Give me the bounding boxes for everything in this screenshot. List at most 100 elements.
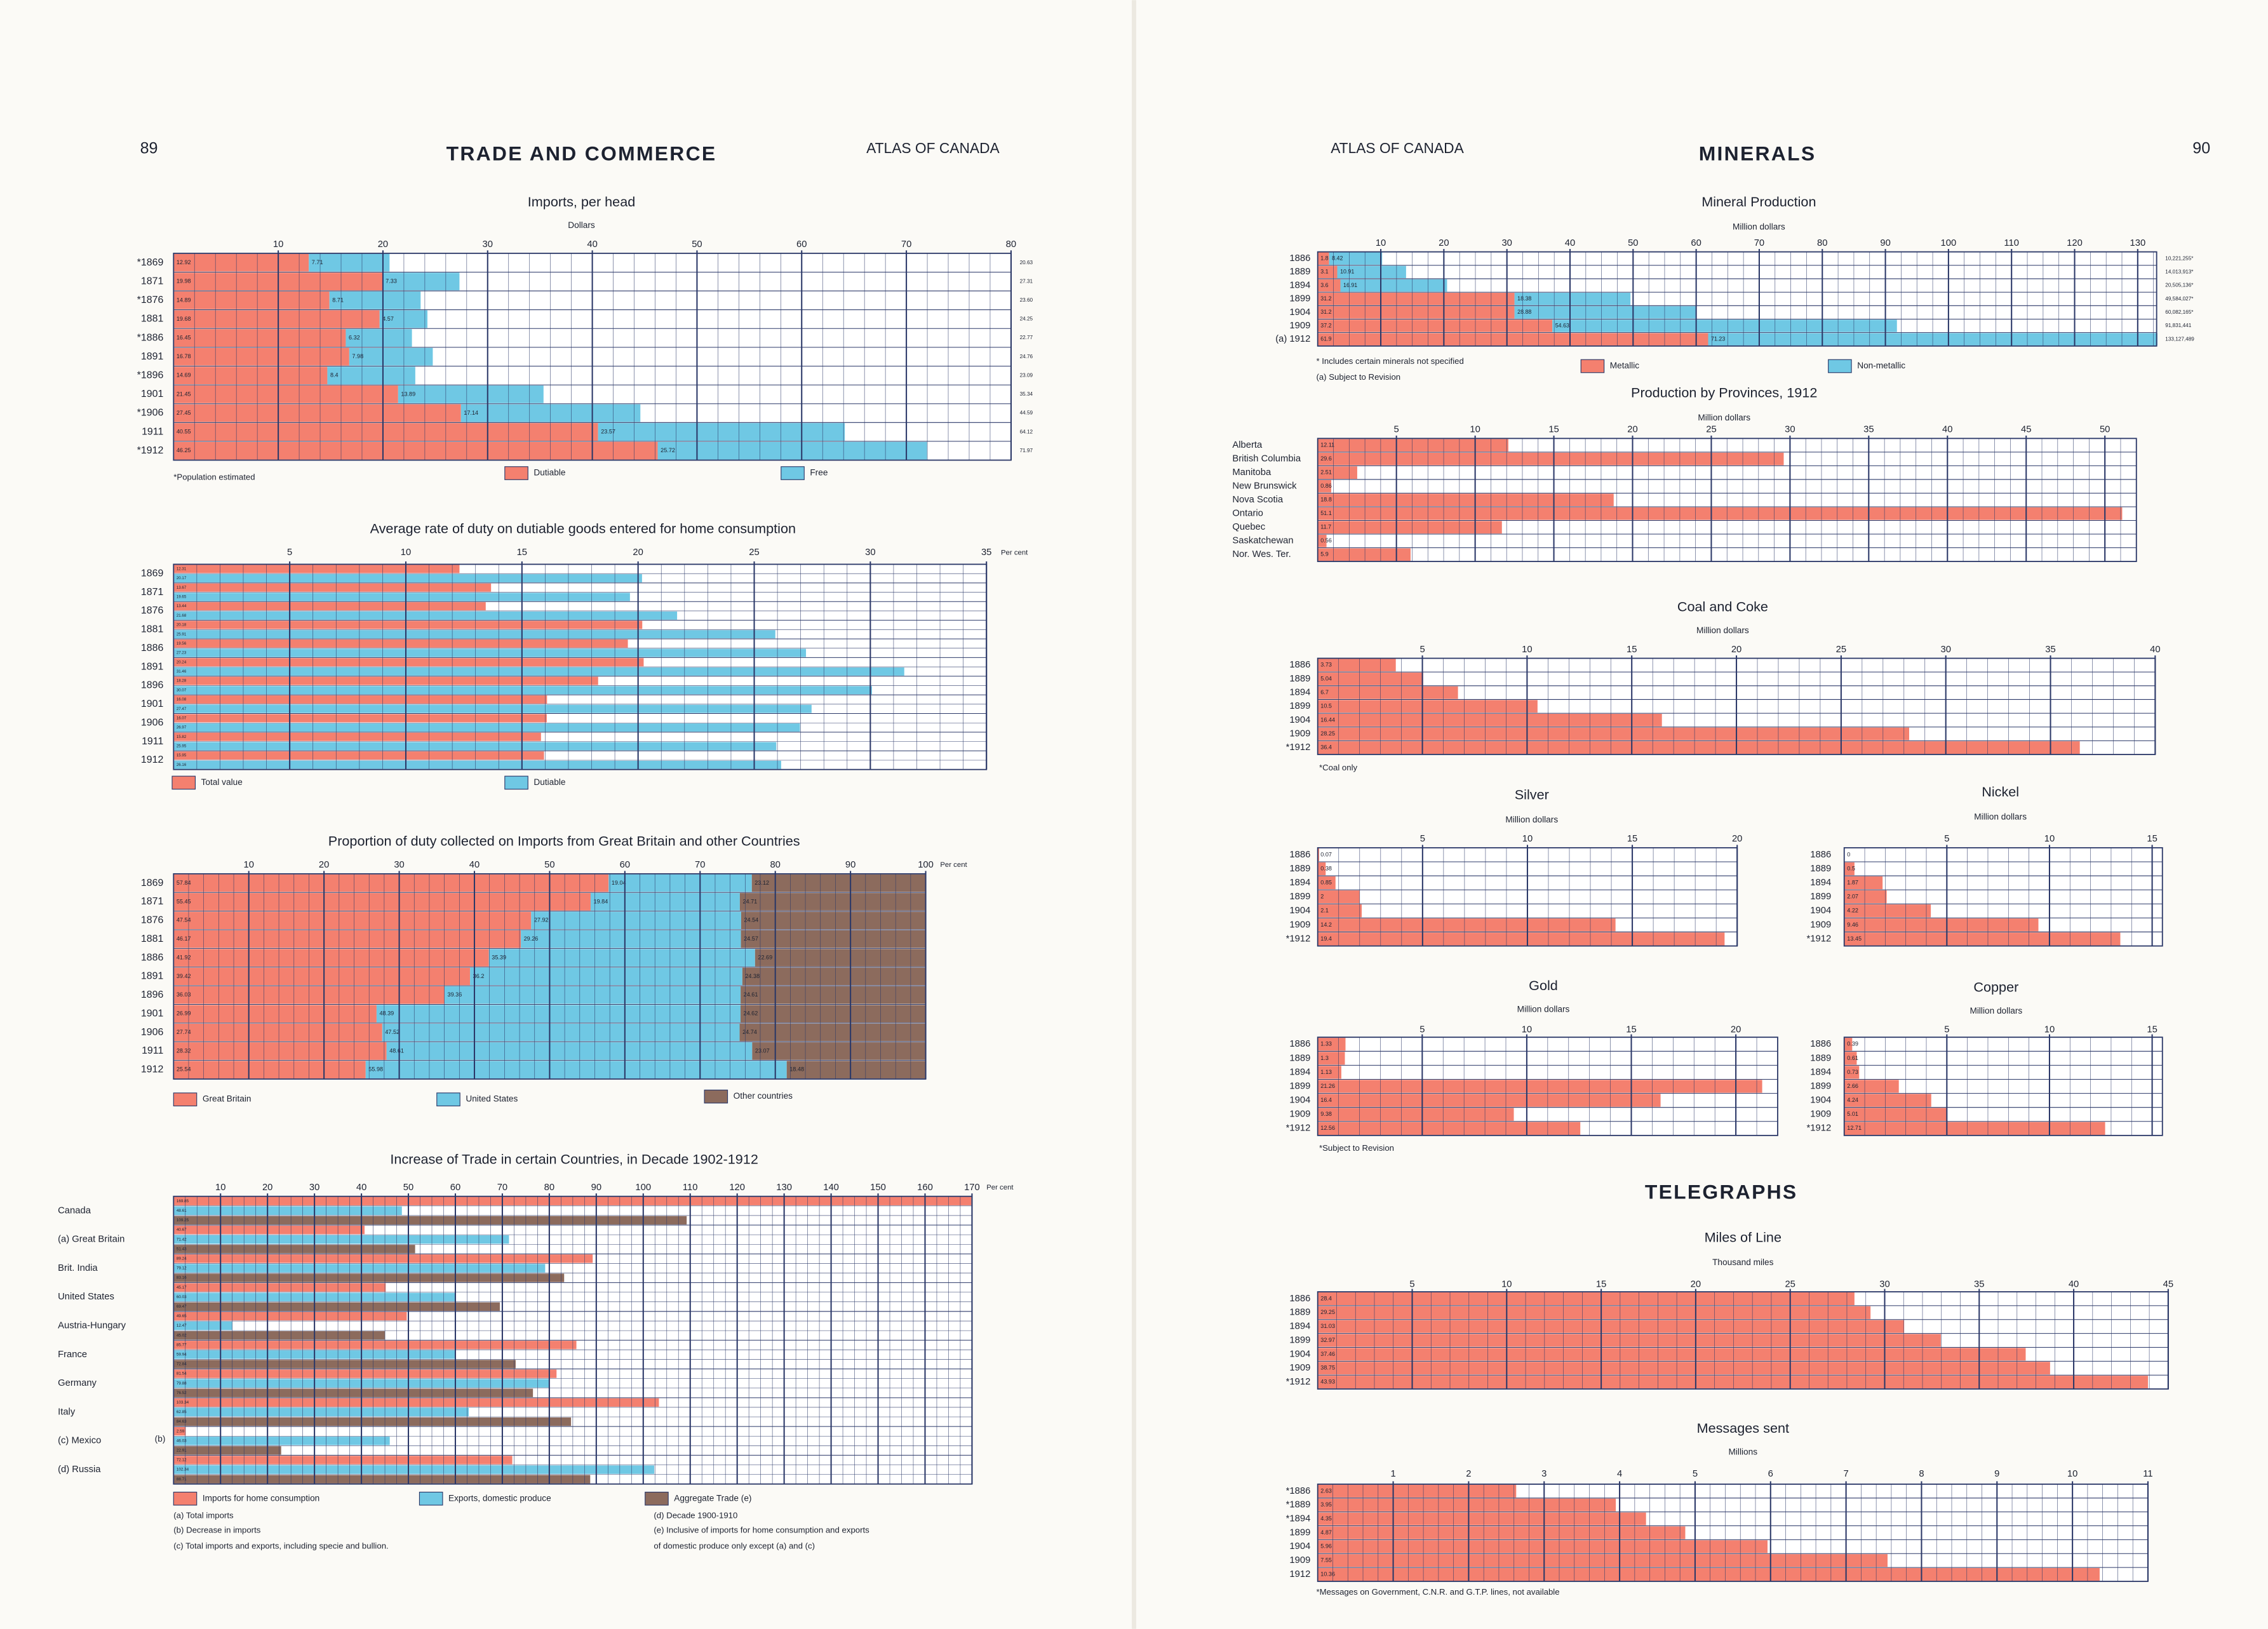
bar [173, 630, 775, 639]
category-label: 1899 [1289, 1081, 1310, 1091]
x-tick-label: 5 [1419, 1025, 1425, 1035]
bar [173, 602, 486, 611]
category-label: 1911 [142, 426, 163, 437]
note: (a) Total imports [173, 1511, 234, 1520]
data-label: 0.07 [1320, 851, 1332, 857]
bar [741, 911, 926, 930]
data-label: 4.87 [1320, 1529, 1332, 1536]
plot-frame [1317, 1484, 2149, 1582]
data-label: 1.13 [1320, 1069, 1332, 1075]
x-tick-label: 170 [964, 1183, 980, 1193]
data-label: 5.96 [1320, 1543, 1332, 1550]
bar [1317, 1512, 1646, 1525]
category-label: 1906 [141, 1027, 164, 1038]
bar [173, 1197, 972, 1205]
total-label: 24.25 [1020, 316, 1033, 322]
bar [173, 1005, 377, 1022]
data-label: 40.55 [177, 429, 191, 435]
x-tick-label: 120 [2067, 238, 2083, 248]
bar [173, 742, 777, 751]
data-label: 1.87 [1847, 880, 1858, 886]
x-tick-label: 70 [901, 239, 911, 250]
bar [1317, 848, 1320, 862]
bar [741, 930, 926, 948]
data-label: 19.56 [177, 641, 187, 646]
bar [173, 1437, 390, 1445]
x-tick-label: 10 [215, 1183, 225, 1193]
data-label: 71.23 [1711, 336, 1725, 342]
plot-frame [1317, 1291, 2169, 1390]
bar [1317, 1122, 1581, 1135]
bar [1317, 1568, 2100, 1581]
legend-label: Non-metallic [1857, 361, 1905, 370]
data-label: 79.12 [177, 1266, 187, 1271]
data-label: 14.89 [177, 297, 191, 303]
x-tick-label: 150 [870, 1183, 886, 1193]
category-label: 1886 [141, 952, 164, 963]
data-label: 6.7 [1320, 689, 1329, 695]
x-tick-label: 5 [1944, 834, 1949, 844]
x-tick-label: 50 [2100, 425, 2110, 435]
note: *Population estimated [173, 472, 255, 481]
bar [444, 986, 741, 1004]
bar [173, 667, 904, 676]
bar [1552, 319, 1897, 332]
data-label: 49.65 [177, 1314, 187, 1318]
x-tick-label: 10 [243, 860, 253, 870]
data-label: 10.36 [1320, 1571, 1335, 1577]
bar [173, 1398, 659, 1407]
data-label: 7.71 [312, 259, 323, 265]
data-label: 45.02 [177, 1333, 187, 1337]
data-label: 20.24 [177, 660, 187, 664]
bar [1329, 252, 1383, 265]
legend-swatch [171, 775, 196, 790]
data-label: 51.43 [177, 1247, 187, 1251]
legend-swatch [645, 1491, 669, 1506]
x-tick-label: 40 [469, 860, 480, 870]
data-label: 0.86 [1320, 483, 1332, 489]
x-tick-label: 100 [635, 1183, 651, 1193]
bar [751, 874, 926, 892]
category-label: 1889 [1289, 1053, 1310, 1063]
data-label: 43.93 [1320, 1379, 1335, 1385]
data-label: 29.25 [1320, 1309, 1335, 1315]
data-label: 1.8 [1320, 255, 1328, 262]
plot-frame [1317, 438, 2137, 562]
category-label: Canada [58, 1205, 91, 1216]
legend-swatch [436, 1092, 460, 1106]
data-label: 81.54 [177, 1372, 187, 1376]
legend-label: Great Britain [203, 1094, 252, 1104]
data-label: 169.85 [177, 1199, 189, 1203]
data-label: 39.36 [448, 991, 462, 998]
data-label: 8.42 [1332, 255, 1343, 262]
bar [173, 1206, 402, 1216]
bar [173, 1302, 500, 1311]
legend-swatch [781, 466, 805, 480]
legend-label: Dutiable [533, 777, 565, 787]
note: (a) Subject to Revision [1316, 372, 1400, 382]
x-tick-label: 20 [1439, 238, 1449, 248]
data-label: 60.03 [177, 1295, 187, 1299]
category-label: *1886 [137, 332, 164, 343]
data-label: 103.34 [177, 1400, 189, 1405]
x-tick-label: 15 [1596, 1280, 1606, 1290]
bar [173, 732, 541, 741]
category-label: 1909 [1810, 920, 1831, 930]
category-label: 1886 [141, 643, 164, 654]
category-label: 1881 [141, 934, 164, 944]
chart-title: Production by Provinces, 1912 [1631, 384, 1817, 400]
bar [173, 874, 609, 892]
category-label: 1909 [1289, 920, 1310, 930]
category-label: 1869 [141, 878, 164, 888]
category-label: 1891 [141, 351, 164, 362]
x-tick-label: 80 [1006, 239, 1016, 250]
data-label: 40.67 [177, 1228, 187, 1232]
category-label: 1912 [1289, 1569, 1310, 1579]
category-label: 1871 [141, 276, 164, 286]
x-tick-label: 30 [483, 239, 493, 250]
category-label: 1886 [1289, 660, 1310, 670]
x-tick-label: 20 [262, 1183, 272, 1193]
category-label: 1899 [1289, 294, 1310, 304]
data-label: 13.89 [401, 391, 415, 397]
bar [346, 329, 412, 347]
